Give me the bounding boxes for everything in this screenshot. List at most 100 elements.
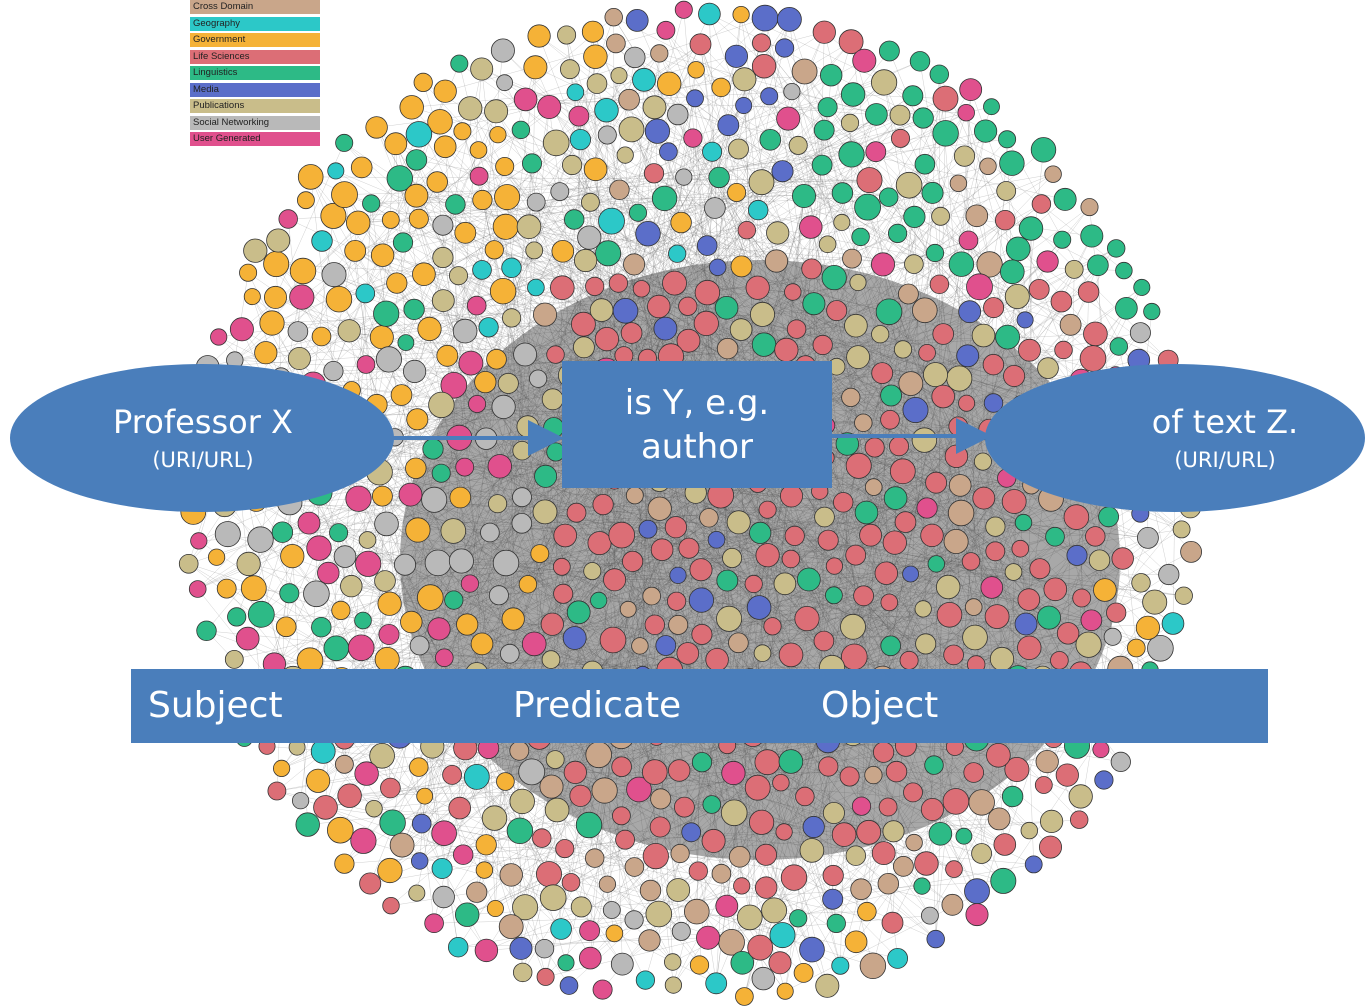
dataset-node	[1044, 165, 1062, 183]
cloud-edge	[575, 92, 923, 887]
cloud-edge	[358, 498, 1096, 537]
dataset-node	[1031, 194, 1052, 214]
cloud-edge	[823, 487, 1077, 642]
dataset-node	[392, 232, 414, 253]
dataset-node	[448, 266, 468, 286]
dataset-node	[1045, 526, 1065, 547]
dataset-node	[644, 118, 671, 144]
dataset-node	[362, 194, 381, 213]
dataset-node	[602, 901, 621, 919]
dataset-node	[553, 523, 577, 548]
cloud-edge	[525, 232, 778, 355]
dataset-node	[606, 33, 626, 54]
dataset-node	[612, 806, 631, 826]
dataset-node	[760, 87, 779, 106]
dataset-node	[904, 254, 924, 274]
dataset-node	[854, 413, 873, 433]
dataset-node	[291, 792, 310, 810]
dataset-node	[659, 142, 678, 162]
dataset-node	[1053, 187, 1077, 211]
dataset-node	[1147, 634, 1174, 662]
dataset-node	[287, 346, 311, 370]
cloud-edge	[459, 437, 838, 699]
cloud-edge	[314, 96, 770, 461]
dataset-node	[833, 492, 854, 513]
cloud-edge	[338, 532, 808, 619]
dataset-node	[405, 121, 433, 148]
dataset-node	[668, 759, 691, 782]
dataset-node	[948, 416, 969, 437]
dataset-node	[1004, 283, 1030, 309]
dataset-node	[664, 976, 683, 994]
dataset-node	[331, 181, 358, 209]
legend-item: User Generated	[190, 132, 320, 146]
dataset-node	[1018, 338, 1041, 362]
dataset-node	[1174, 586, 1193, 605]
dataset-node	[669, 566, 687, 584]
dataset-node	[608, 521, 635, 549]
cloud-edge	[654, 771, 982, 854]
dataset-node	[818, 756, 839, 777]
cloud-edge	[195, 450, 692, 833]
dataset-node	[751, 4, 779, 32]
dataset-node	[781, 549, 801, 569]
dataset-node	[536, 861, 563, 888]
dataset-node	[331, 600, 351, 621]
dataset-node	[668, 614, 689, 635]
dataset-node	[1053, 230, 1072, 249]
legend-item: Linguistics	[190, 66, 320, 80]
legend-item: Life Sciences	[190, 49, 320, 64]
dataset-node	[577, 225, 602, 250]
dataset-node	[595, 240, 622, 267]
dataset-node	[766, 221, 790, 245]
dataset-node	[272, 759, 291, 778]
object-title: of text Z.	[1151, 403, 1299, 441]
dataset-node	[325, 286, 353, 313]
dataset-node	[629, 203, 648, 222]
dataset-node	[561, 154, 583, 176]
dataset-node	[686, 89, 704, 108]
cloud-edge	[560, 522, 1024, 693]
cloud-edge	[804, 71, 859, 358]
dataset-node	[289, 284, 315, 310]
dataset-node	[448, 937, 469, 958]
dataset-node	[495, 156, 515, 176]
cloud-edge	[503, 114, 901, 292]
dataset-node	[1079, 345, 1107, 372]
dataset-node	[737, 220, 757, 240]
dataset-node	[771, 160, 794, 183]
dataset-node	[259, 310, 285, 336]
triple-bar: Subject Predicate Object	[131, 669, 1268, 743]
dataset-node	[512, 894, 539, 921]
dataset-node	[585, 741, 612, 769]
dataset-node	[528, 369, 548, 388]
dataset-node	[406, 408, 429, 431]
dataset-node	[550, 918, 572, 940]
dataset-node	[678, 537, 700, 559]
dataset-node	[761, 897, 787, 924]
dataset-node	[675, 168, 693, 186]
dataset-node	[224, 650, 244, 669]
dataset-node	[799, 838, 825, 863]
dataset-node	[772, 774, 790, 792]
cloud-edge	[707, 264, 884, 293]
cloud-edge	[505, 226, 523, 973]
dataset-node	[689, 33, 712, 56]
cloud-edge	[589, 715, 821, 931]
dataset-node	[235, 626, 260, 651]
dataset-node	[411, 852, 429, 870]
dataset-node	[987, 807, 1011, 831]
cloud-edge	[716, 210, 759, 984]
dataset-node	[983, 297, 1005, 319]
dataset-node	[1017, 635, 1042, 661]
dataset-node	[795, 786, 815, 807]
dataset-node	[1028, 278, 1050, 300]
dataset-node	[243, 238, 268, 263]
cloud-edge	[783, 497, 984, 833]
dataset-node	[409, 635, 430, 656]
cloud-edge	[749, 227, 811, 918]
cloud-edge	[489, 532, 1013, 797]
dataset-node	[1072, 588, 1092, 608]
dataset-node	[329, 523, 349, 543]
dataset-node	[431, 289, 455, 313]
